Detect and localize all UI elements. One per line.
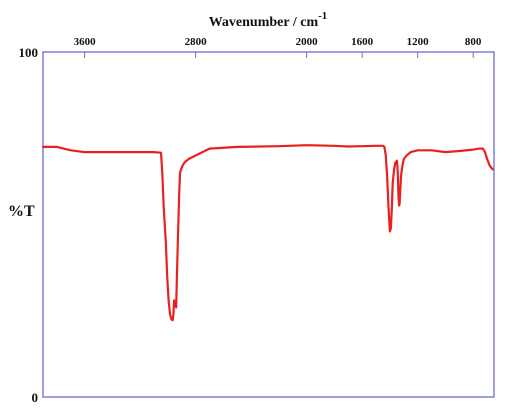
x-axis-title-text: Wavenumber / cm bbox=[209, 15, 319, 30]
x-tick-label-1600: 1600 bbox=[351, 36, 374, 48]
x-tick-label-3600: 3600 bbox=[74, 36, 97, 48]
plot-area-frame bbox=[42, 51, 495, 398]
y-axis-title: %T bbox=[8, 203, 35, 220]
y-tick-label-0: 0 bbox=[32, 390, 39, 405]
x-tick-label-1200: 1200 bbox=[407, 36, 430, 48]
y-axis-ticks: 0 100 bbox=[19, 45, 39, 405]
spectrum-line bbox=[41, 144, 494, 322]
x-tick-label-2800: 2800 bbox=[185, 36, 208, 48]
x-tick-label-800: 800 bbox=[465, 36, 482, 48]
x-axis-title-superscript: -1 bbox=[318, 10, 327, 22]
x-axis-title: Wavenumber / cm-1 bbox=[209, 10, 328, 30]
x-tick-label-2000: 2000 bbox=[296, 36, 319, 48]
x-axis-ticks: 3600 2800 2000 1600 1200 800 bbox=[74, 36, 482, 58]
y-tick-label-100: 100 bbox=[19, 45, 39, 60]
